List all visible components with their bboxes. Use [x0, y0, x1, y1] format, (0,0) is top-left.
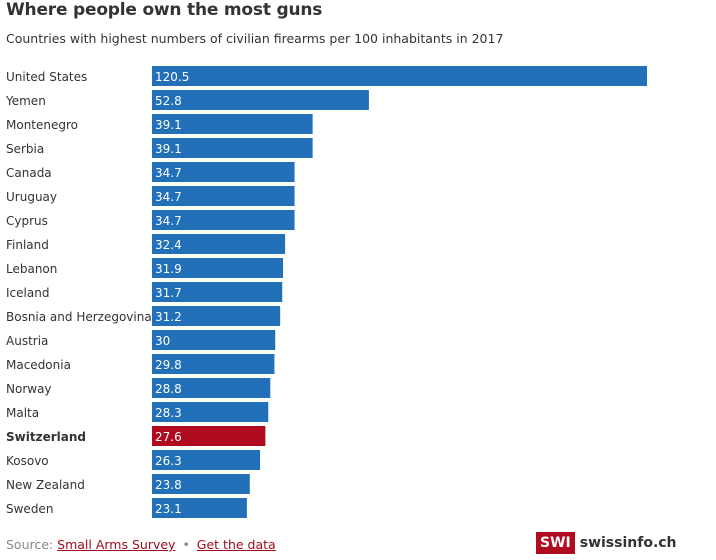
bar[interactable] — [152, 378, 271, 398]
category-label: United States — [6, 70, 87, 84]
category-label: Lebanon — [6, 262, 57, 276]
swissinfo-logo[interactable]: SWI swissinfo.ch — [536, 532, 677, 554]
value-label: 34.7 — [155, 166, 182, 180]
category-label: Finland — [6, 238, 49, 252]
category-label: Austria — [6, 334, 48, 348]
value-label: 28.8 — [155, 382, 182, 396]
bar[interactable] — [152, 282, 283, 302]
bar[interactable] — [152, 306, 281, 326]
bar[interactable] — [152, 474, 250, 494]
bar[interactable] — [152, 162, 295, 182]
value-label: 28.3 — [155, 406, 182, 420]
value-label: 120.5 — [155, 70, 189, 84]
category-label: Bosnia and Herzegovina — [6, 310, 152, 324]
footer-separator: • — [182, 537, 190, 552]
value-label: 32.4 — [155, 238, 182, 252]
bar[interactable] — [152, 114, 313, 134]
swi-logo-icon: SWI — [536, 532, 575, 554]
bar[interactable] — [152, 498, 247, 518]
bar[interactable] — [152, 138, 313, 158]
value-label: 23.8 — [155, 478, 182, 492]
value-label: 39.1 — [155, 142, 182, 156]
get-data-link[interactable]: Get the data — [196, 537, 276, 552]
bar[interactable] — [152, 450, 261, 470]
category-label: Canada — [6, 166, 52, 180]
category-label: Serbia — [6, 142, 44, 156]
footer: Source: Small Arms Survey • Get the data — [6, 537, 276, 552]
bar[interactable] — [152, 186, 295, 206]
value-label: 27.6 — [155, 430, 182, 444]
value-label: 31.7 — [155, 286, 182, 300]
category-label: Sweden — [6, 502, 53, 516]
value-label: 26.3 — [155, 454, 182, 468]
category-label: Montenegro — [6, 118, 78, 132]
category-label: Malta — [6, 406, 39, 420]
source-link[interactable]: Small Arms Survey — [57, 537, 176, 552]
value-label: 29.8 — [155, 358, 182, 372]
category-label: Norway — [6, 382, 52, 396]
category-label: Kosovo — [6, 454, 49, 468]
bar[interactable] — [152, 210, 295, 230]
category-label: Switzerland — [6, 430, 86, 444]
category-label: Iceland — [6, 286, 49, 300]
bar[interactable] — [152, 330, 276, 350]
value-label: 34.7 — [155, 214, 182, 228]
bar[interactable] — [152, 354, 275, 374]
chart-title: Where people own the most guns — [6, 0, 323, 20]
value-label: 23.1 — [155, 502, 182, 516]
bar[interactable] — [152, 90, 369, 110]
bar[interactable] — [152, 66, 647, 86]
logo-text: swissinfo.ch — [579, 535, 677, 551]
bar[interactable] — [152, 402, 269, 422]
category-label: Uruguay — [6, 190, 57, 204]
value-label: 31.9 — [155, 262, 182, 276]
bar[interactable] — [152, 258, 284, 278]
category-label: Yemen — [5, 94, 46, 108]
bar[interactable] — [152, 426, 266, 446]
category-label: Cyprus — [6, 214, 48, 228]
category-label: New Zealand — [6, 478, 85, 492]
value-label: 34.7 — [155, 190, 182, 204]
chart-subtitle: Countries with highest numbers of civili… — [6, 31, 504, 46]
bar-chart: United States 120.5 Yemen 52.8 Montenegro 39.… — [5, 66, 647, 518]
value-label: 39.1 — [155, 118, 182, 132]
source-prefix: Source: — [6, 537, 54, 552]
category-label: Macedonia — [6, 358, 71, 372]
value-label: 52.8 — [155, 94, 182, 108]
value-label: 31.2 — [155, 310, 182, 324]
bar[interactable] — [152, 234, 286, 254]
value-label: 30 — [155, 334, 170, 348]
